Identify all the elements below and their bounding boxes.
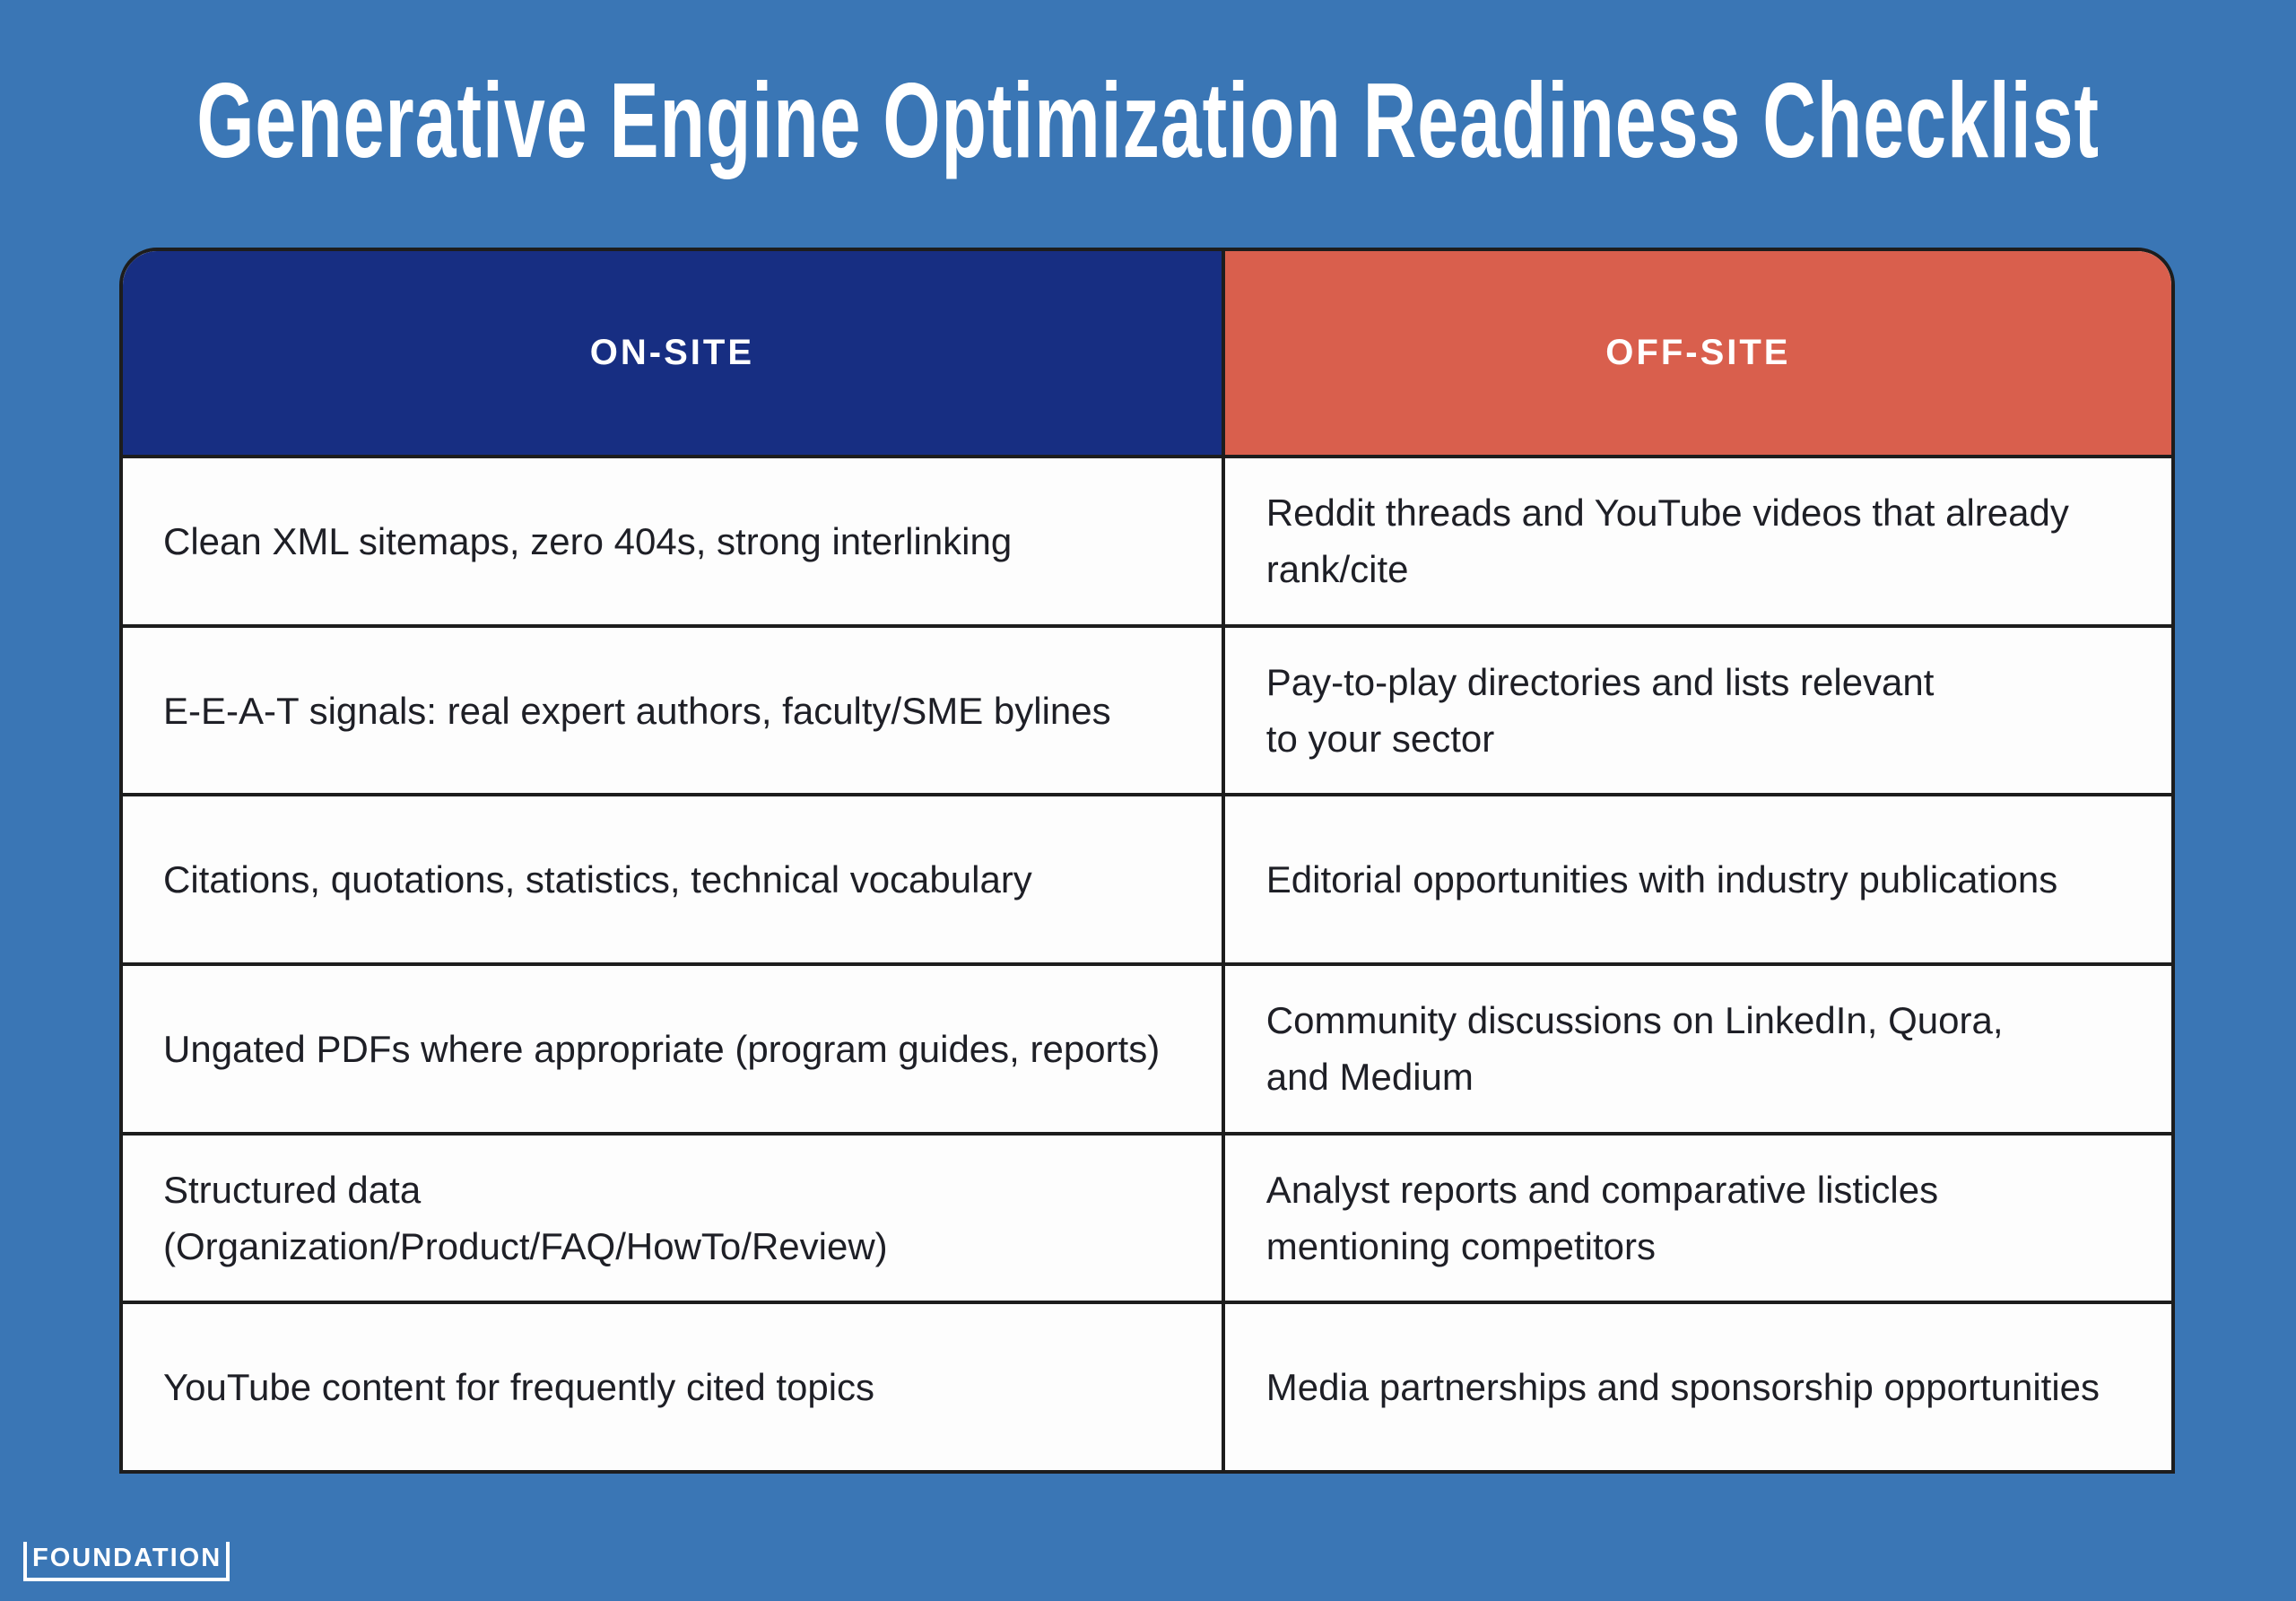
table-row: E-E-A-T signals: real expert authors, fa…: [123, 623, 2171, 794]
cell-offsite: Community discussions on LinkedIn, Quora…: [1265, 999, 2004, 1099]
cell-onsite: Clean XML sitemaps, zero 404s, strong in…: [123, 458, 1225, 624]
cell-onsite: Citations, quotations, statistics, techn…: [123, 796, 1225, 963]
table-row: Structured data (Organization/Product/FA…: [123, 1131, 2171, 1301]
page-title: Generative Engine Optimization Readiness…: [196, 61, 2100, 180]
page-title-bar: Generative Engine Optimization Readiness…: [0, 0, 2296, 242]
header-cell-offsite: OFF-SITE: [1224, 251, 2171, 455]
table-header-row: ON-SITE OFF-SITE: [123, 251, 2171, 455]
table-row: Citations, quotations, statistics, techn…: [123, 793, 2171, 963]
cell-offsite: Editorial opportunities with industry pu…: [1265, 858, 2058, 901]
checklist-table: ON-SITE OFF-SITE Clean XML sitemaps, zer…: [119, 248, 2175, 1474]
cell-onsite: Ungated PDFs where appropriate (program …: [123, 966, 1225, 1132]
cell-onsite: E-E-A-T signals: real expert authors, fa…: [123, 627, 1225, 794]
cell-offsite: Analyst reports and comparative listicle…: [1265, 1169, 1939, 1268]
cell-offsite: Reddit threads and YouTube videos that a…: [1265, 492, 2069, 591]
table-row: Clean XML sitemaps, zero 404s, strong in…: [123, 455, 2171, 624]
cell-onsite: YouTube content for frequently cited top…: [123, 1304, 1225, 1470]
table-row: Ungated PDFs where appropriate (program …: [123, 962, 2171, 1132]
cell-offsite: Pay-to-play directories and lists releva…: [1265, 661, 1935, 760]
cell-offsite: Media partnerships and sponsorship oppor…: [1265, 1366, 2100, 1409]
foundation-logo: FOUNDATION: [23, 1542, 230, 1581]
cell-onsite: Structured data (Organization/Product/FA…: [123, 1135, 1225, 1301]
header-cell-onsite: ON-SITE: [123, 251, 1225, 455]
table-row: YouTube content for frequently cited top…: [123, 1301, 2171, 1470]
